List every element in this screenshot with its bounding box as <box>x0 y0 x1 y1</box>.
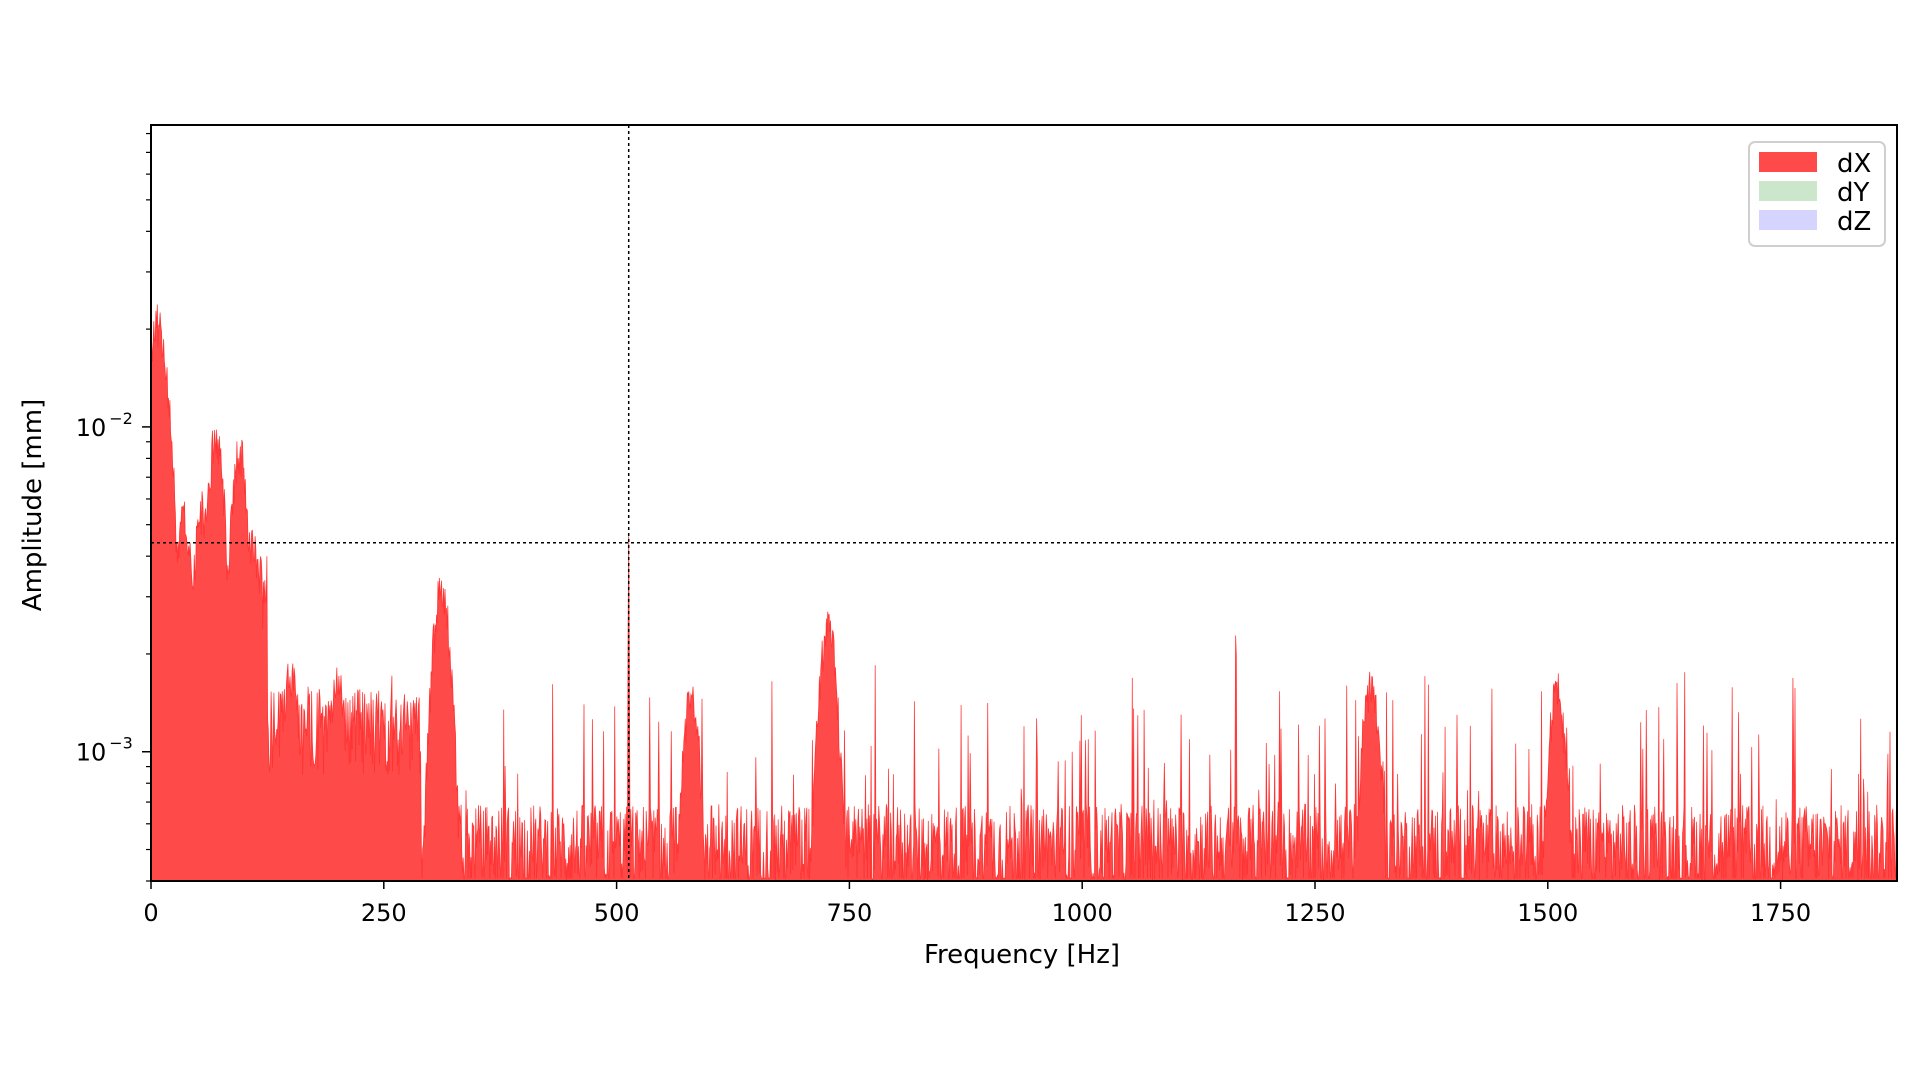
legend-label-dY: dY <box>1837 178 1870 208</box>
x-tick-label: 1000 <box>1052 899 1113 927</box>
y-axis-label: Amplitude [mm] <box>18 399 48 611</box>
x-tick-label: 0 <box>143 899 158 927</box>
legend-swatch-dZ <box>1759 210 1817 230</box>
x-tick-label: 1500 <box>1517 899 1578 927</box>
data-layer <box>150 304 1898 882</box>
plot-frame <box>150 124 1898 882</box>
x-tick-label: 1250 <box>1284 899 1345 927</box>
x-tick-label: 250 <box>361 899 407 927</box>
x-tick-label: 500 <box>594 899 640 927</box>
legend-label-dX: dX <box>1837 149 1871 179</box>
legend-swatch-dX <box>1759 152 1817 172</box>
y-tick-label: 10 <box>76 414 107 442</box>
reference-lines <box>151 125 1897 881</box>
x-axis-label: Frequency [Hz] <box>924 940 1120 970</box>
x-tick-label: 1750 <box>1750 899 1811 927</box>
x-tick-label: 750 <box>826 899 872 927</box>
y-tick-exponent: −3 <box>109 734 133 753</box>
series-area-dX <box>150 304 1898 882</box>
legend-swatch-dY <box>1759 181 1817 201</box>
y-tick-exponent: −2 <box>109 409 133 428</box>
axes <box>150 124 1898 882</box>
legend-label-dZ: dZ <box>1837 207 1871 237</box>
y-tick-label: 10 <box>76 739 107 767</box>
